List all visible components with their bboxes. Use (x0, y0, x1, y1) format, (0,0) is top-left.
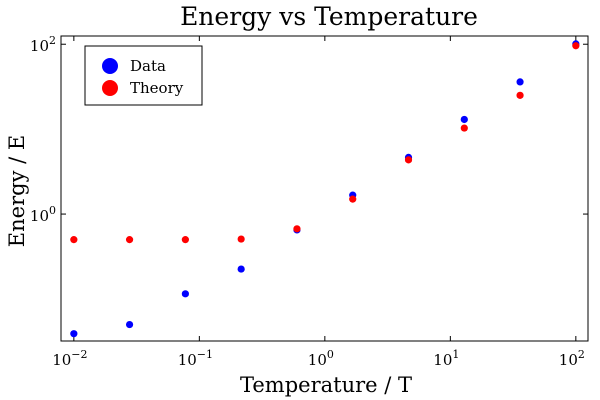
data-point (70, 330, 78, 338)
x-tick-label: 102 (559, 348, 585, 369)
legend-marker-theory (102, 80, 118, 96)
legend-marker-data (102, 58, 118, 74)
theory-point (181, 236, 189, 244)
theory-point (404, 156, 413, 164)
x-tick-label: 10−2 (52, 348, 87, 369)
x-tick-base: 10 (178, 351, 197, 369)
y-tick-exponent: 2 (49, 34, 56, 47)
chart-title: Energy vs Temperature (180, 2, 478, 31)
x-tick-base: 10 (52, 351, 71, 369)
theory-point (516, 91, 524, 99)
theory-point (293, 225, 301, 233)
theory-point (349, 195, 357, 203)
x-tick-label: 100 (308, 348, 334, 369)
legend-label-data: Data (130, 57, 166, 75)
y-tick-label: 100 (30, 204, 56, 225)
y-tick-base: 10 (30, 37, 49, 55)
theory-point (70, 236, 78, 244)
x-tick-base: 10 (308, 351, 327, 369)
y-axis-label: Energy / E (5, 135, 29, 247)
x-tick-exponent: 1 (452, 348, 459, 361)
legend-box (84, 45, 203, 106)
y-tick-base: 10 (30, 207, 49, 225)
data-point (516, 78, 524, 86)
x-tick-exponent: −1 (197, 348, 213, 361)
plot-points (70, 40, 580, 338)
x-tick-label: 10−1 (178, 348, 213, 369)
x-tick-base: 10 (433, 351, 452, 369)
data-point (237, 265, 245, 273)
x-tick-base: 10 (559, 351, 578, 369)
x-tick-exponent: 0 (327, 348, 334, 361)
x-axis: 10−2 10−1 100 101 102 (52, 36, 585, 369)
data-point (125, 320, 134, 329)
theory-point (125, 236, 134, 244)
theory-point (460, 124, 468, 132)
theory-point (237, 235, 245, 243)
data-point (181, 290, 189, 298)
data-point (460, 115, 468, 124)
x-tick-label: 101 (433, 348, 459, 369)
x-tick-exponent: 2 (578, 348, 585, 361)
y-tick-exponent: 0 (49, 204, 56, 217)
y-tick-label: 102 (30, 34, 56, 55)
legend-label-theory: Theory (130, 79, 184, 97)
x-tick-exponent: −2 (71, 348, 87, 361)
x-axis-label: Temperature / T (240, 373, 412, 397)
theory-point (572, 42, 580, 50)
legend: Data Theory (84, 45, 203, 106)
